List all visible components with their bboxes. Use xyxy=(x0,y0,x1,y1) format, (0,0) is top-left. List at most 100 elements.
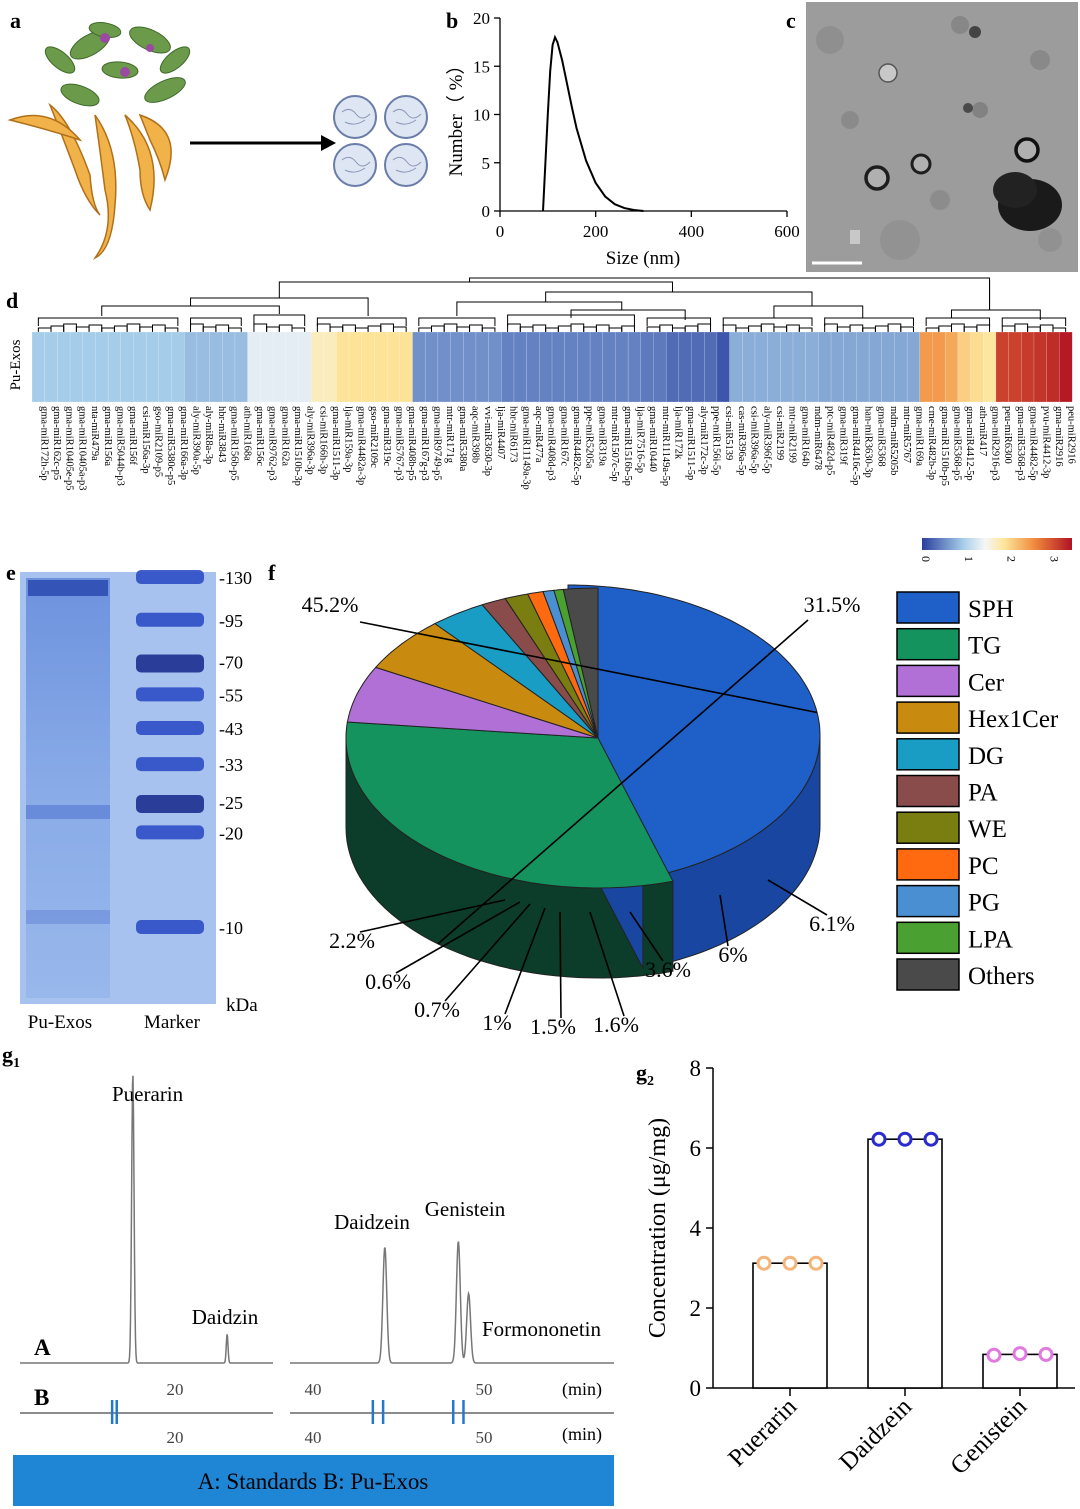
heatmap-column-label: csi-miR396a-5p xyxy=(749,406,760,474)
heatmap-cell xyxy=(463,331,477,403)
peak-label-daidzin: Daidzin xyxy=(192,1305,259,1329)
heatmap-column-label: gma-miR5380c-p5 xyxy=(165,406,176,485)
legend-banner xyxy=(13,1455,614,1506)
pie-percent-cer: 6.1% xyxy=(809,911,855,936)
legend-label-pc: PC xyxy=(968,853,999,880)
pie-leader xyxy=(719,894,729,947)
dendrogram-branch xyxy=(519,326,534,332)
heatmap-cell xyxy=(158,331,173,403)
marker-labels: -130 -95 -70 -55 -43 -33 -25 -20 -10 xyxy=(219,568,252,938)
legend-label-others: Others xyxy=(968,963,1035,990)
heatmap-cell xyxy=(285,331,299,403)
pie-slice-cer xyxy=(346,666,599,739)
dendrogram-branch xyxy=(976,324,991,332)
marker-kda-label: -130 xyxy=(219,568,252,588)
heatmap-column-label: cme-miR482b-3p xyxy=(926,406,937,480)
heatmap-column-label: csi-miR5139 xyxy=(723,406,734,460)
dendrogram-branch xyxy=(380,323,394,332)
heatmap-cell xyxy=(31,331,46,403)
dendrogram-branch xyxy=(951,309,1041,320)
marker-band xyxy=(136,654,204,673)
g1-tick-20-b: 20 xyxy=(167,1428,184,1447)
heatmap-column-label: gma-miR167c xyxy=(558,406,569,466)
heatmap-cell xyxy=(209,331,223,403)
heatmap-cell xyxy=(234,331,249,403)
marker-band xyxy=(136,721,204,735)
heatmap-cell xyxy=(488,331,502,403)
pie-leader xyxy=(767,879,828,916)
kda-unit-label: kDa xyxy=(226,995,258,1016)
marker-kda-label: -95 xyxy=(219,611,243,631)
pie-slice-tg xyxy=(345,721,674,889)
marker-band xyxy=(136,757,204,772)
pie-leader xyxy=(359,899,506,933)
dendrogram-branch xyxy=(354,327,369,332)
size-y-tick-label: 15 xyxy=(473,57,490,76)
heatmap-column-label: aly-miR390a-5p xyxy=(191,406,202,475)
dendrogram-branch xyxy=(418,317,496,326)
heatmap-cell xyxy=(95,331,109,403)
legend-swatch-others xyxy=(896,958,960,991)
legend-label-hex1cer: Hex1Cer xyxy=(968,706,1059,733)
heatmap-cell xyxy=(944,331,959,403)
heatmap-column-label: gma-miR10405a-p3 xyxy=(76,406,87,491)
size-x-tick-label: 600 xyxy=(774,222,800,241)
heatmap-column-label: aqc-miR477a xyxy=(533,406,544,463)
marker-bands xyxy=(136,570,204,934)
heatmap-cell xyxy=(906,331,921,403)
heatmap-column-label: gma-miR5380a xyxy=(457,406,468,472)
dendrogram-branch xyxy=(862,327,876,332)
dendrogram-branch xyxy=(50,325,65,332)
pie-leader xyxy=(395,901,521,974)
colorbar-tick-label: 3 xyxy=(1048,556,1062,562)
dendrogram-branch xyxy=(583,326,597,332)
pie-percent-sph: 45.2% xyxy=(302,592,359,617)
legend-label-cer: Cer xyxy=(968,669,1005,696)
panel-f: f 45.2% 31.5% 6.1% 6% 3.6% 1.6% 1.5% 1% 0.7%0.6%… xyxy=(268,560,1059,1039)
dendrogram-branch xyxy=(316,323,331,332)
heatmap-column-label: gma-miR5368-p3 xyxy=(1015,406,1026,481)
heatmap-cell xyxy=(69,331,84,403)
panel-g1: g1 Puerarin Daidzin Daidzein Genistein Formo… xyxy=(2,1042,614,1506)
dendrogram-branch xyxy=(951,323,965,332)
heatmap-column-label: gma-miR1510b-p5 xyxy=(939,406,950,486)
g1-tick-20-a: 20 xyxy=(167,1380,184,1399)
g1-tick-50-b: 50 xyxy=(476,1428,493,1447)
dendrogram-branch xyxy=(139,326,153,332)
legend-swatch-hex1cer xyxy=(896,701,960,734)
legend-label-lpa: LPA xyxy=(968,926,1013,953)
trace-a-label: A xyxy=(34,1335,51,1360)
panel-a-label: a xyxy=(10,8,21,33)
trace-a-segment-1 xyxy=(20,1075,273,1364)
dendrogram-branch xyxy=(418,327,433,332)
heatmap-column-label: vvi-miR3630-3p xyxy=(482,406,493,476)
heatmap-cell xyxy=(247,331,261,403)
conc-x-label-puerarin: Puerarin xyxy=(723,1393,802,1472)
dendrogram-branch xyxy=(392,326,407,332)
dendrogram-branch xyxy=(684,325,699,332)
heatmap-column-label: mdm-miR5205b xyxy=(888,406,899,475)
legend-swatch-sph xyxy=(896,591,960,624)
dendrogram-branch xyxy=(37,327,52,332)
point-daidzein xyxy=(871,1131,887,1147)
heatmap-column-label: gma-miR408b-p5 xyxy=(406,406,417,481)
lane-label-pu-exos: Pu-Exos xyxy=(28,1012,92,1033)
point-daidzein xyxy=(897,1131,913,1147)
dendrogram-branch xyxy=(126,323,141,332)
panel-g2: g2 0 2 4 6 8 Puerarin Daidzein Genistein Conce… xyxy=(636,1056,1075,1480)
pie-percent-labels: 45.2% 31.5% 6.1% 6% 3.6% 1.6% 1.5% 1% 0.7%0.6% 2.… xyxy=(302,592,861,1039)
heatmap-cell xyxy=(589,331,604,403)
heatmap-column-label: gma-miR5044b-p3 xyxy=(114,406,125,486)
conc-x-label-genistein: Genistein xyxy=(945,1393,1032,1480)
dendrogram-branch xyxy=(748,325,762,332)
heatmap-cell xyxy=(1021,331,1035,403)
pie-percent-we: 1.5% xyxy=(530,1014,576,1039)
heatmap-cell xyxy=(894,331,908,403)
heatmap-column-label: gma-miR9762-p3 xyxy=(267,406,278,481)
dendrogram-branch xyxy=(431,325,445,332)
dendrogram-branch xyxy=(342,324,356,332)
tem-micrograph xyxy=(806,2,1078,272)
size-y-tick-label: 5 xyxy=(482,154,491,173)
dendrogram-branch xyxy=(469,277,991,310)
dendrogram-branch xyxy=(1001,325,1016,332)
